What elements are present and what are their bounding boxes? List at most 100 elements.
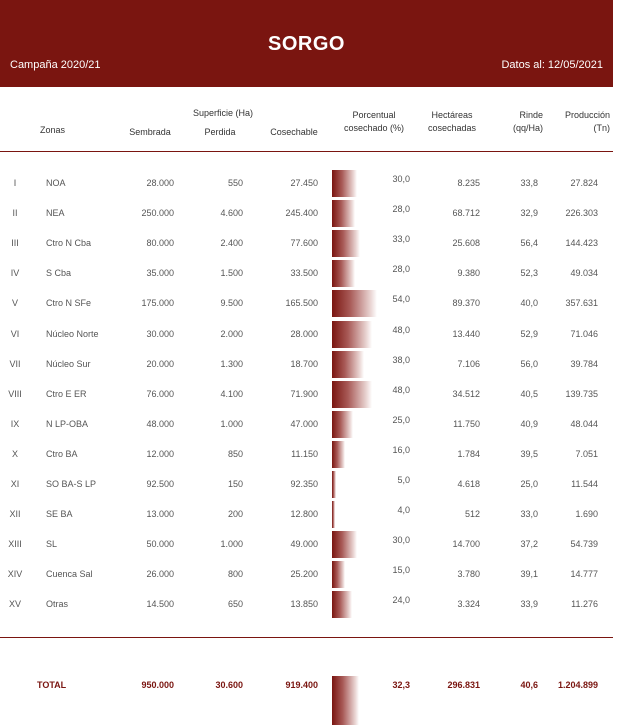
hectareas-value: 3.780 [457,569,480,580]
cosechable-value: 49.000 [290,539,318,550]
perdida-value: 9.500 [220,298,243,309]
hectareas-value: 8.235 [457,178,480,188]
sembrada-value: 92.500 [146,479,174,489]
cosechable-value: 92.350 [290,479,318,489]
hectareas-value: 89.370 [452,298,480,309]
zone-name: Cuenca Sal [46,569,93,580]
rinde-value: 40,9 [520,418,538,429]
header-hectareas-line1: Hectáreas [431,110,473,120]
rinde-value: 40,0 [520,298,538,309]
rinde-value: 33,8 [520,178,538,188]
total-sembrada: 950.000 [141,680,174,690]
page-title: SORGO [268,33,345,55]
header-rinde-line1: Rinde [519,110,543,120]
header-zonas: Zonas [40,125,66,135]
header-produccion: Producción (Tn) [545,109,610,135]
table-row: VIII Ctro E ER 76.000 4.100 71.900 34.512 40,5… [0,380,613,411]
rinde-value: 37,2 [520,539,538,550]
sembrada-value: 26.000 [146,569,174,580]
cosechable-value: 18.700 [290,358,318,369]
zone-name: SO BA-S LP [46,479,97,489]
rinde-value: 33,9 [520,599,538,610]
zone-name: NEA [46,208,65,219]
pct-bar [332,260,356,288]
perdida-value: 800 [227,569,243,580]
hectareas-value: 25.608 [452,238,480,249]
zone-roman-numeral: II [12,208,18,219]
produccion-value: 11.544 [571,479,598,489]
total-produccion: 1.204.899 [557,680,598,690]
produccion-value: 144.423 [565,238,598,249]
header-hectareas: Hectáreas cosechadas [418,109,486,135]
hectareas-value: 34.512 [452,388,480,399]
sembrada-value: 175.000 [141,298,174,309]
header-perdida: Perdida [204,127,236,137]
zone-roman-numeral: XII [9,509,21,520]
header-porcentual-line2: cosechado (%) [343,123,405,133]
total-hectareas: 296.831 [447,680,480,690]
hectareas-value: 1.784 [457,448,480,459]
header-divider [0,151,613,152]
produccion-value: 48.044 [570,418,598,429]
header-porcentual-line1: Porcentual [352,110,396,120]
zone-roman-numeral: XIV [7,569,23,580]
cosechable-value: 28.000 [290,328,318,339]
produccion-value: 139.735 [565,388,598,399]
sembrada-value: 14.500 [146,599,174,610]
rinde-value: 40,5 [520,388,538,399]
cosechable-value: 27.450 [290,178,318,188]
perdida-value: 1.500 [220,268,243,279]
zone-name: Núcleo Norte [46,328,99,339]
table-row: XV Otras 14.500 650 13.850 3.324 33,9 11.276 24,… [0,591,613,621]
perdida-value: 550 [227,178,243,188]
sembrada-value: 13.000 [146,509,174,520]
pct-bar [332,350,364,378]
table-row: XII SE BA 13.000 200 12.800 512 33,0 1.690 4,0 [0,501,613,531]
cosechable-value: 47.000 [290,418,318,429]
rinde-value: 52,9 [520,328,538,339]
table-row: II NEA 250.000 4.600 245.400 68.712 32,9 226.30… [0,200,613,230]
table-row: VI Núcleo Norte 30.000 2.000 28.000 13.440 52,… [0,320,613,351]
pct-value: 28,0 [392,204,410,215]
table-row: X Ctro BA 12.000 850 11.150 1.784 39,5 7.051 16,… [0,440,613,471]
perdida-value: 4.100 [220,388,243,399]
perdida-value: 1.300 [220,358,243,369]
header-sembrada: Sembrada [129,127,171,137]
cosechable-value: 13.850 [290,599,318,610]
zone-name: Ctro N SFe [46,298,92,309]
cosechable-value: 245.400 [285,208,318,219]
produccion-value: 357.631 [565,298,598,309]
rinde-value: 52,3 [520,268,538,279]
zone-name: SL [46,539,58,550]
pct-value: 30,0 [392,535,410,546]
header-produccion-line2: (Tn) [593,123,611,133]
table-row: XIII SL 50.000 1.000 49.000 14.700 37,2 54.739 3… [0,531,613,561]
rinde-value: 56,4 [520,238,538,249]
pct-value: 4,0 [397,505,410,516]
pct-bar [332,170,357,197]
cosechable-value: 165.500 [285,298,318,309]
hectareas-value: 512 [464,509,480,520]
total-divider [0,637,613,638]
pct-bar [332,230,360,258]
zone-name: Ctro N Cba [46,238,92,249]
cosechable-value: 12.800 [290,509,318,520]
hectareas-value: 14.700 [452,539,480,550]
header-cosechable: Cosechable [270,127,318,137]
produccion-value: 27.824 [570,178,598,188]
hectareas-value: 13.440 [452,328,480,339]
zone-roman-numeral: VII [9,358,21,369]
total-pct-bar [332,676,359,725]
table-row: XIV Cuenca Sal 26.000 800 25.200 3.780 39,1 14.… [0,561,613,591]
pct-bar [332,501,336,529]
pct-value: 54,0 [392,294,410,305]
zone-roman-numeral: V [11,298,18,309]
sembrada-value: 35.000 [146,268,174,279]
sembrada-value: 12.000 [146,448,174,459]
zone-name: SE BA [46,509,73,520]
pct-bar [332,320,372,348]
total-label: TOTAL [37,680,67,690]
perdida-value: 850 [227,448,243,459]
perdida-value: 4.600 [220,208,243,219]
zone-name: NOA [46,178,66,188]
